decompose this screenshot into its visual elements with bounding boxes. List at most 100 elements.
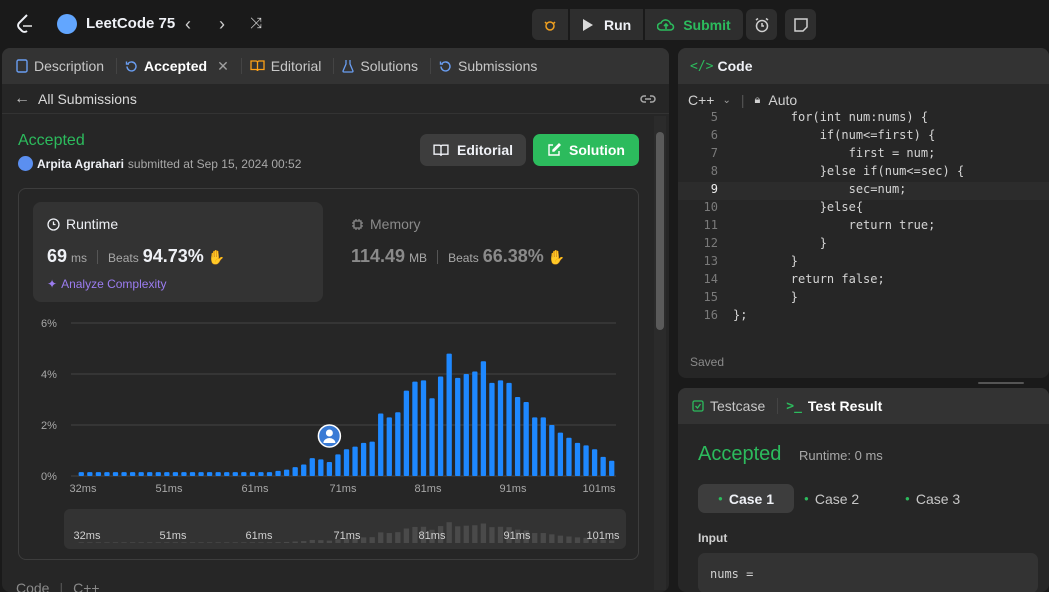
- distribution-bar[interactable]: [386, 417, 392, 476]
- left-scrollbar[interactable]: [654, 116, 666, 590]
- user-position-marker[interactable]: [317, 424, 342, 448]
- distribution-bar[interactable]: [292, 467, 298, 476]
- distribution-bar[interactable]: [360, 442, 367, 476]
- avatar[interactable]: [18, 156, 33, 171]
- tab-submissions[interactable]: Submissions: [439, 58, 549, 74]
- resize-handle[interactable]: [978, 382, 1024, 384]
- distribution-bar[interactable]: [497, 380, 504, 476]
- distribution-bar[interactable]: [318, 459, 324, 476]
- distribution-bar[interactable]: [121, 472, 127, 476]
- notes-button[interactable]: [785, 9, 816, 40]
- distribution-bar[interactable]: [172, 472, 179, 476]
- distribution-bar[interactable]: [369, 441, 375, 476]
- tab-testcase[interactable]: Testcase: [692, 398, 779, 414]
- distribution-bar[interactable]: [583, 445, 589, 476]
- tab-description[interactable]: Description: [16, 58, 118, 74]
- distribution-bar[interactable]: [395, 412, 401, 476]
- distribution-bar[interactable]: [609, 460, 615, 476]
- distribution-bar[interactable]: [352, 446, 358, 476]
- distribution-bar[interactable]: [463, 374, 469, 476]
- distribution-bar[interactable]: [480, 361, 487, 476]
- distribution-bar[interactable]: [549, 425, 555, 476]
- distribution-bar[interactable]: [532, 417, 538, 476]
- distribution-bar[interactable]: [455, 377, 461, 476]
- distribution-bar[interactable]: [429, 398, 435, 476]
- tab-accepted[interactable]: Accepted ✕: [125, 58, 242, 74]
- distribution-bar[interactable]: [155, 472, 161, 476]
- case-3-button[interactable]: ● Case 3: [905, 490, 961, 507]
- distribution-bar[interactable]: [566, 437, 572, 476]
- timer-button[interactable]: [746, 9, 777, 40]
- distribution-bar[interactable]: [104, 472, 110, 476]
- distribution-bar[interactable]: [215, 472, 221, 476]
- leetcode-logo-icon[interactable]: [14, 13, 36, 35]
- distribution-bar[interactable]: [78, 472, 84, 476]
- distribution-bar[interactable]: [326, 461, 333, 476]
- username[interactable]: Arpita Agrahari: [37, 156, 124, 171]
- analyze-complexity-link[interactable]: ✦ Analyze Complexity: [47, 277, 167, 291]
- runtime-card[interactable]: Runtime 69 ms Beats 94.73% ✋ ✦ Analyze C…: [33, 202, 323, 302]
- scroll-thumb[interactable]: [656, 132, 664, 330]
- input-value-box[interactable]: nums =: [698, 553, 1038, 592]
- distribution-bar[interactable]: [446, 353, 452, 476]
- distribution-bar[interactable]: [309, 458, 315, 476]
- tab-solutions[interactable]: Solutions: [342, 58, 431, 74]
- distribution-bar[interactable]: [591, 449, 598, 476]
- tab-test-result[interactable]: >_ Test Result: [786, 398, 883, 414]
- distribution-bar[interactable]: [95, 472, 102, 476]
- distribution-bar[interactable]: [514, 396, 521, 476]
- debug-button[interactable]: [532, 9, 568, 40]
- distribution-bar[interactable]: [557, 432, 564, 476]
- distribution-bar[interactable]: [506, 382, 512, 476]
- distribution-bar[interactable]: [129, 472, 136, 476]
- link-icon[interactable]: [639, 92, 657, 106]
- shuffle-icon[interactable]: ⤨: [249, 15, 262, 32]
- distribution-bar[interactable]: [258, 472, 264, 476]
- next-problem-icon[interactable]: ›: [219, 14, 225, 34]
- distribution-bar[interactable]: [138, 472, 144, 476]
- distribution-bar[interactable]: [87, 472, 93, 476]
- tab-editorial[interactable]: Editorial: [250, 58, 335, 74]
- distribution-bar[interactable]: [420, 380, 427, 476]
- distribution-bar[interactable]: [574, 442, 581, 476]
- distribution-bar[interactable]: [249, 472, 256, 476]
- distribution-bar[interactable]: [232, 472, 238, 476]
- distribution-bar[interactable]: [335, 454, 341, 476]
- distribution-bar[interactable]: [189, 472, 196, 476]
- lang-tab[interactable]: C++: [73, 580, 100, 592]
- distribution-bar[interactable]: [489, 382, 495, 476]
- distribution-bar[interactable]: [403, 390, 410, 476]
- distribution-bar[interactable]: [164, 472, 170, 476]
- distribution-bar[interactable]: [181, 472, 187, 476]
- submit-button[interactable]: Submit: [645, 9, 743, 40]
- prev-problem-icon[interactable]: ‹: [185, 14, 191, 34]
- back-arrow-icon[interactable]: ←: [14, 89, 30, 107]
- case-1-button[interactable]: ● Case 1: [698, 484, 794, 513]
- distribution-bar[interactable]: [206, 472, 213, 476]
- all-submissions-link[interactable]: All Submissions: [38, 90, 137, 107]
- distribution-bar[interactable]: [600, 456, 606, 476]
- distribution-bar[interactable]: [266, 472, 273, 476]
- editorial-button[interactable]: Editorial: [420, 134, 526, 166]
- distribution-bar[interactable]: [283, 469, 290, 476]
- close-tab-icon[interactable]: ✕: [217, 57, 229, 74]
- study-plan-icon[interactable]: [57, 14, 77, 34]
- case-2-button[interactable]: ● Case 2: [804, 490, 860, 507]
- auto-mode[interactable]: Auto: [768, 92, 798, 108]
- distribution-bar[interactable]: [523, 402, 529, 476]
- distribution-bar[interactable]: [301, 464, 307, 476]
- language-select[interactable]: C++: [688, 92, 715, 108]
- distribution-bar[interactable]: [112, 472, 119, 476]
- distribution-bar[interactable]: [198, 472, 204, 476]
- solution-button[interactable]: Solution: [533, 134, 639, 166]
- distribution-bar[interactable]: [378, 413, 384, 476]
- memory-card[interactable]: Memory 114.49 MB Beats 66.38% ✋: [337, 202, 627, 302]
- distribution-bar[interactable]: [540, 417, 546, 476]
- distribution-bar[interactable]: [275, 470, 281, 476]
- distribution-bar[interactable]: [241, 472, 247, 476]
- distribution-bar[interactable]: [472, 371, 478, 476]
- distribution-bar[interactable]: [343, 449, 350, 476]
- run-button[interactable]: Run: [570, 9, 644, 40]
- distribution-bar[interactable]: [224, 472, 230, 476]
- distribution-bar[interactable]: [412, 381, 418, 476]
